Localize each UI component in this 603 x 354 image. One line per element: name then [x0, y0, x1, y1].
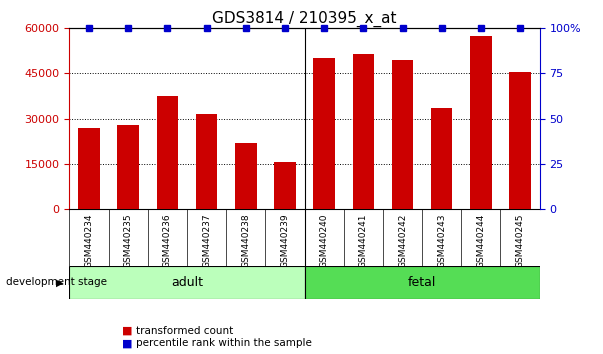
- Bar: [305, 266, 540, 299]
- Text: GSM440243: GSM440243: [437, 213, 446, 268]
- Text: GSM440241: GSM440241: [359, 213, 368, 268]
- Text: GSM440237: GSM440237: [202, 213, 211, 268]
- Text: GSM440236: GSM440236: [163, 213, 172, 268]
- Bar: [431, 108, 452, 209]
- Text: GSM440234: GSM440234: [84, 213, 93, 268]
- Text: ■: ■: [122, 326, 133, 336]
- Bar: [314, 58, 335, 209]
- Text: ■: ■: [122, 338, 133, 348]
- Bar: [470, 36, 491, 209]
- Title: GDS3814 / 210395_x_at: GDS3814 / 210395_x_at: [212, 11, 397, 27]
- Bar: [78, 128, 99, 209]
- Text: GSM440240: GSM440240: [320, 213, 329, 268]
- Text: transformed count: transformed count: [136, 326, 233, 336]
- Text: development stage: development stage: [6, 277, 107, 287]
- Bar: [118, 125, 139, 209]
- Text: GSM440235: GSM440235: [124, 213, 133, 268]
- Bar: [392, 60, 413, 209]
- Text: adult: adult: [171, 276, 203, 289]
- Text: ▶: ▶: [56, 277, 63, 287]
- Text: percentile rank within the sample: percentile rank within the sample: [136, 338, 312, 348]
- Bar: [196, 114, 217, 209]
- Text: GSM440238: GSM440238: [241, 213, 250, 268]
- Text: GSM440242: GSM440242: [398, 213, 407, 268]
- Text: fetal: fetal: [408, 276, 437, 289]
- Text: GSM440245: GSM440245: [516, 213, 525, 268]
- Text: GSM440239: GSM440239: [280, 213, 289, 268]
- Bar: [69, 266, 305, 299]
- Bar: [235, 143, 256, 209]
- Bar: [510, 72, 531, 209]
- Bar: [157, 96, 178, 209]
- Bar: [353, 54, 374, 209]
- Text: GSM440244: GSM440244: [476, 213, 485, 268]
- Bar: [274, 162, 295, 209]
